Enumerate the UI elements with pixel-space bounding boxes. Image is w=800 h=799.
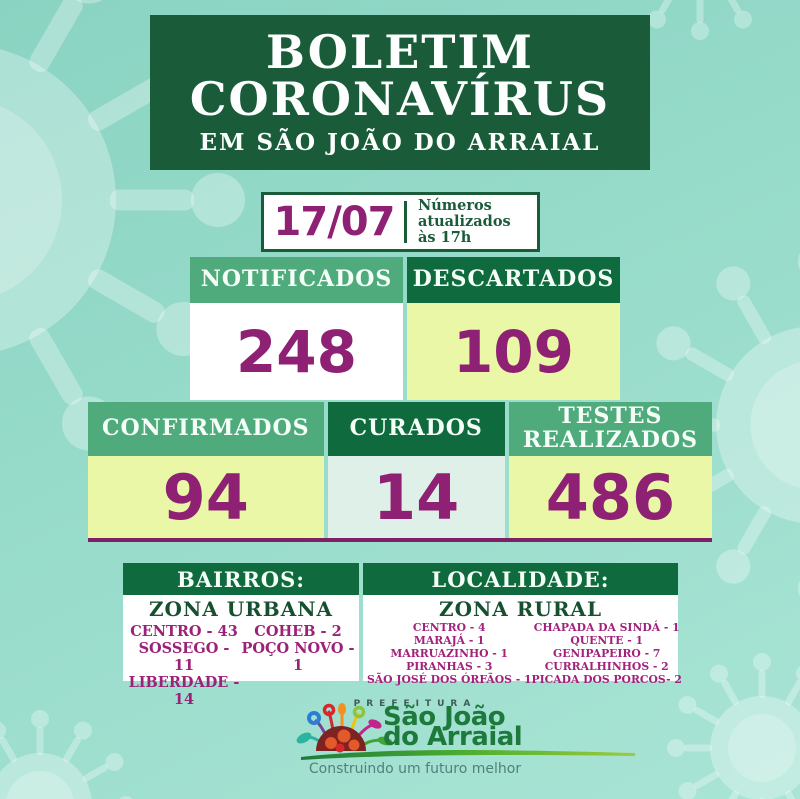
localidade-item: PIRANHAS - 3 [406, 659, 493, 673]
localidade-item: MARRUAZINHO - 1 [390, 646, 509, 660]
localidade-item: PICADA DOS PORCOS- 2 [531, 672, 682, 686]
bairro-item: LIBERDADE - 14 [128, 674, 240, 709]
stats-row-1: NOTIFICADOS 248 DESCARTADOS 109 [190, 257, 620, 400]
stat-label: CURADOS [327, 402, 505, 456]
city-name-line-1: São João [383, 702, 506, 732]
ground-swoosh-icon [301, 750, 635, 760]
city-name-line-2: do Arraial [383, 722, 523, 752]
stat-descartados: DESCARTADOS 109 [407, 257, 620, 400]
bairros-header: BAIRROS: [123, 563, 359, 595]
virus-icon [667, 653, 800, 799]
zona-urbana-title: ZONA URBANA [148, 597, 334, 621]
city-tagline: Construindo um futuro melhor [308, 761, 522, 777]
localidade-item: SÃO JOSÉ DOS ÓRFÃOS - 1 [367, 672, 532, 686]
banner-line-3: EM SÃO JOÃO DO ARRAIAL [199, 129, 601, 157]
purple-divider-rule [88, 538, 712, 542]
stat-label: NOTIFICADOS [190, 257, 403, 303]
stat-value: 109 [407, 303, 620, 400]
bairro-item: CENTRO - 43 [130, 623, 238, 640]
stat-value: 94 [88, 456, 324, 538]
update-date: 17/07 [273, 199, 396, 245]
title-banner: BOLETIM CORONAVÍRUS EM SÃO JOÃO DO ARRAI… [150, 15, 650, 170]
bairros-body: ZONA URBANA CENTRO - 43 COHEB - 2 SOSSEG… [123, 595, 359, 708]
prefeitura-label: PREFEITURA [353, 699, 477, 709]
stats-row-2: CONFIRMADOS 94 CURADOS 14 TESTES REALIZA… [88, 402, 712, 538]
localidade-item: GENIPAPEIRO - 7 [552, 646, 661, 660]
localidade-list: CENTRO - 4 MARAJÁ - 1 MARRUAZINHO - 1 PI… [367, 621, 682, 687]
bairro-item: SOSSEGO - 11 [138, 640, 230, 675]
stat-notificados: NOTIFICADOS 248 [190, 257, 403, 400]
stat-value: 248 [190, 303, 403, 400]
stat-curados: CURADOS 14 [327, 402, 505, 538]
virus-icon [0, 710, 136, 799]
city-logo-tree-icon [296, 703, 392, 753]
update-box: 17/07 Números atualizados às 17h [261, 192, 540, 252]
localidade-item: QUENTE - 1 [570, 633, 644, 647]
city-name: São João do Arraial [383, 702, 523, 752]
bairro-item: COHEB - 2 [254, 623, 342, 640]
stat-label: CONFIRMADOS [88, 402, 324, 456]
zona-rural-title: ZONA RURAL [438, 597, 603, 621]
localidade-item: CHAPADA DA SINDÁ - 1 [533, 621, 680, 634]
banner-line-1: BOLETIM [266, 24, 534, 79]
localidade-box: LOCALIDADE: ZONA RURAL CENTRO - 4 MARAJÁ… [363, 563, 682, 686]
stat-label: DESCARTADOS [407, 257, 620, 303]
localidade-column-2: CHAPADA DA SINDÁ - 1 QUENTE - 1 GENIPAPE… [531, 621, 682, 687]
localidade-body: ZONA RURAL CENTRO - 4 MARAJÁ - 1 MARRUAZ… [363, 595, 682, 686]
stat-testes-realizados: TESTES REALIZADOS 486 [508, 402, 712, 538]
bairros-box: BAIRROS: ZONA URBANA CENTRO - 43 COHEB -… [123, 563, 359, 708]
banner-line-2: CORONAVÍRUS [189, 71, 611, 126]
stat-value: 14 [327, 456, 505, 538]
stat-confirmados: CONFIRMADOS 94 [88, 402, 324, 538]
bairro-item: POÇO NOVO - 1 [241, 640, 355, 675]
update-note: Números atualizados às 17h [418, 196, 511, 247]
localidade-column-1: CENTRO - 4 MARAJÁ - 1 MARRUAZINHO - 1 PI… [367, 621, 532, 687]
localidade-item: MARAJÁ - 1 [413, 633, 485, 647]
bairros-list: CENTRO - 43 COHEB - 2 SOSSEGO - 11 POÇO … [127, 623, 355, 709]
update-divider [404, 201, 407, 243]
localidade-item: CENTRO - 4 [412, 621, 486, 634]
stat-value: 486 [508, 456, 712, 538]
localidade-item: CURRALHINHOS - 2 [544, 659, 669, 673]
stat-label: TESTES REALIZADOS [508, 402, 712, 456]
localidade-header: LOCALIDADE: [363, 563, 678, 595]
